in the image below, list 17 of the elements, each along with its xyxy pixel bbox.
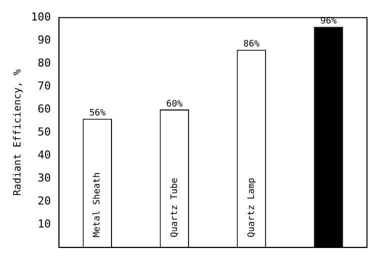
y-tick-label: 40 [38, 148, 51, 162]
x-tick-label: Metal Sheath [92, 172, 103, 238]
y-tick-label: 70 [38, 79, 51, 92]
y-tick-label: 60 [38, 102, 51, 116]
data-label: 60% [166, 99, 184, 110]
data-label: 86% [243, 40, 260, 50]
x-tick-label: Quartz Lamp [246, 178, 257, 238]
y-tick-label: 100 [30, 10, 51, 24]
y-tick-label: 20 [38, 194, 51, 208]
x-tick-label: Quartz Tube [170, 178, 180, 238]
y-tick-label: 30 [38, 171, 51, 184]
y-tick-label: 10 [38, 217, 51, 230]
y-axis-title: Radiant Efficiency, % [12, 69, 24, 196]
y-tick-label: 50 [38, 125, 51, 138]
y-tick-label: 90 [38, 33, 51, 46]
y-tick-label: 80 [38, 56, 51, 70]
data-label: 56% [89, 108, 106, 119]
